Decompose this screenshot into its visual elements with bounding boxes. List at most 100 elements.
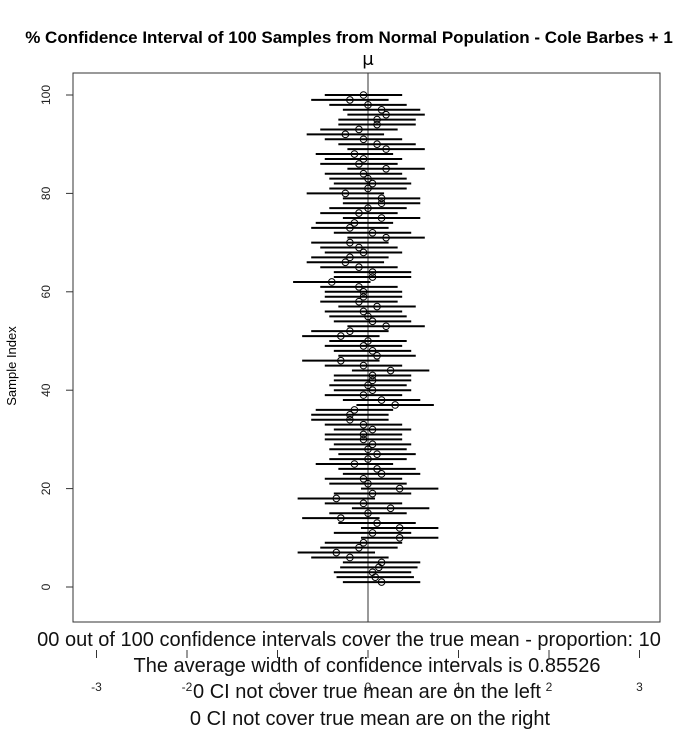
- x-tick-label: -3: [91, 680, 102, 694]
- sample-mean-point: [337, 514, 345, 522]
- y-axis-label: Sample Index: [4, 326, 19, 406]
- y-tick-label: 40: [39, 383, 53, 397]
- sample-mean-point: [377, 105, 386, 114]
- sample-mean-point: [382, 322, 390, 331]
- sample-mean-point: [368, 371, 377, 380]
- sample-mean-point: [368, 273, 377, 281]
- sample-mean-point: [346, 327, 354, 335]
- confidence-intervals: [293, 94, 439, 584]
- y-axis: 0 20 40 60 80 100: [39, 85, 73, 590]
- sample-mean-point: [359, 420, 368, 429]
- sample-mean-point: [377, 396, 386, 404]
- sample-mean-point: [377, 470, 386, 478]
- coverage-summary: 00 out of 100 confidence intervals cover…: [37, 629, 661, 651]
- sample-mean-point: [359, 169, 368, 178]
- sample-mean-point: [355, 160, 363, 168]
- sample-mean-point: [359, 135, 368, 144]
- true-mean-label: μ: [362, 49, 374, 70]
- right-miss-summary: 0 CI not cover true mean are on the righ…: [190, 708, 551, 730]
- y-tick-label: 0: [39, 583, 53, 590]
- sample-mean-point: [364, 101, 372, 109]
- sample-mean-point: [373, 351, 381, 360]
- sample-mean-point: [346, 238, 354, 247]
- sample-mean-point: [368, 228, 377, 237]
- sample-mean-point: [368, 386, 377, 395]
- sample-mean-point: [368, 179, 377, 188]
- sample-mean-point: [395, 524, 404, 532]
- sample-mean-point: [373, 115, 381, 124]
- sample-mean-point: [355, 125, 363, 134]
- sample-mean-point: [355, 283, 363, 291]
- sample-mean-point: [346, 224, 354, 232]
- sample-mean-point: [373, 450, 381, 458]
- sample-mean-point: [337, 356, 345, 365]
- sample-mean-point: [373, 302, 381, 311]
- x-tick-label: -2: [182, 680, 193, 694]
- sample-mean-point: [341, 258, 350, 267]
- sample-mean-point: [368, 529, 377, 537]
- sample-mean-point: [391, 401, 399, 409]
- chart-title: % Confidence Interval of 100 Samples fro…: [25, 28, 673, 47]
- sample-mean-point: [368, 347, 377, 355]
- sample-mean-point: [377, 194, 386, 203]
- sample-mean-point: [359, 292, 368, 301]
- sample-mean-point: [359, 499, 368, 508]
- sample-mean-point: [337, 332, 345, 340]
- sample-mean-point: [359, 248, 368, 257]
- sample-mean-point: [359, 342, 368, 350]
- sample-mean-point: [341, 189, 350, 198]
- y-tick-label: 80: [39, 186, 53, 200]
- x-tick-label: 3: [636, 680, 643, 694]
- average-width-summary: The average width of confidence interval…: [134, 655, 601, 677]
- sample-mean-point: [355, 243, 363, 252]
- sample-mean-point: [386, 366, 395, 375]
- sample-mean-point: [359, 538, 368, 547]
- sample-mean-point: [359, 307, 368, 316]
- sample-mean-point: [364, 337, 372, 345]
- sample-mean-point: [368, 376, 377, 385]
- sample-mean-point: [382, 145, 390, 153]
- y-tick-label: 20: [39, 482, 53, 496]
- sample-mean-point: [332, 494, 341, 503]
- sample-mean-point: [350, 406, 359, 414]
- sample-mean-point: [341, 130, 350, 139]
- sample-mean-point: [346, 553, 354, 562]
- sample-mean-point: [368, 268, 377, 276]
- sample-mean-point: [377, 214, 386, 222]
- sample-mean-point: [368, 440, 377, 449]
- sample-mean-point: [346, 415, 354, 424]
- sample-mean-point: [359, 91, 368, 99]
- sample-mean-point: [364, 455, 372, 463]
- sample-mean-point: [364, 204, 372, 212]
- sample-mean-point: [373, 120, 381, 129]
- sample-mean-point: [359, 391, 368, 399]
- sample-mean-point: [359, 288, 368, 296]
- left-miss-summary: 0 CI not cover true mean are on the left: [193, 681, 541, 703]
- sample-mean-point: [368, 489, 377, 498]
- sample-mean-point: [346, 411, 354, 419]
- sample-mean-point: [364, 445, 372, 454]
- sample-mean-point: [386, 504, 395, 513]
- sample-mean-point: [395, 534, 404, 542]
- sample-mean-point: [373, 465, 381, 473]
- sample-mean-point: [332, 548, 341, 557]
- x-tick-label: 2: [546, 680, 553, 694]
- sample-mean-point: [364, 174, 372, 183]
- x-tick-label: 1: [455, 680, 462, 694]
- sample-mean-point: [395, 484, 404, 493]
- sample-mean-point: [355, 263, 363, 272]
- sample-mean-point: [368, 568, 377, 577]
- y-tick-label: 60: [39, 285, 53, 299]
- sample-mean-point: [373, 519, 381, 527]
- x-tick-label: 0: [365, 680, 372, 694]
- sample-mean-point: [359, 474, 368, 483]
- sample-mean-point: [346, 96, 354, 104]
- plot-frame: [72, 72, 661, 623]
- sample-mean-point: [359, 435, 368, 444]
- sample-mean-point: [355, 209, 363, 217]
- sample-mean-point: [373, 140, 381, 148]
- sample-mean-point: [328, 278, 336, 286]
- sample-mean-point: [364, 312, 372, 321]
- y-tick-label: 100: [39, 85, 53, 105]
- sample-mean-point: [359, 430, 368, 439]
